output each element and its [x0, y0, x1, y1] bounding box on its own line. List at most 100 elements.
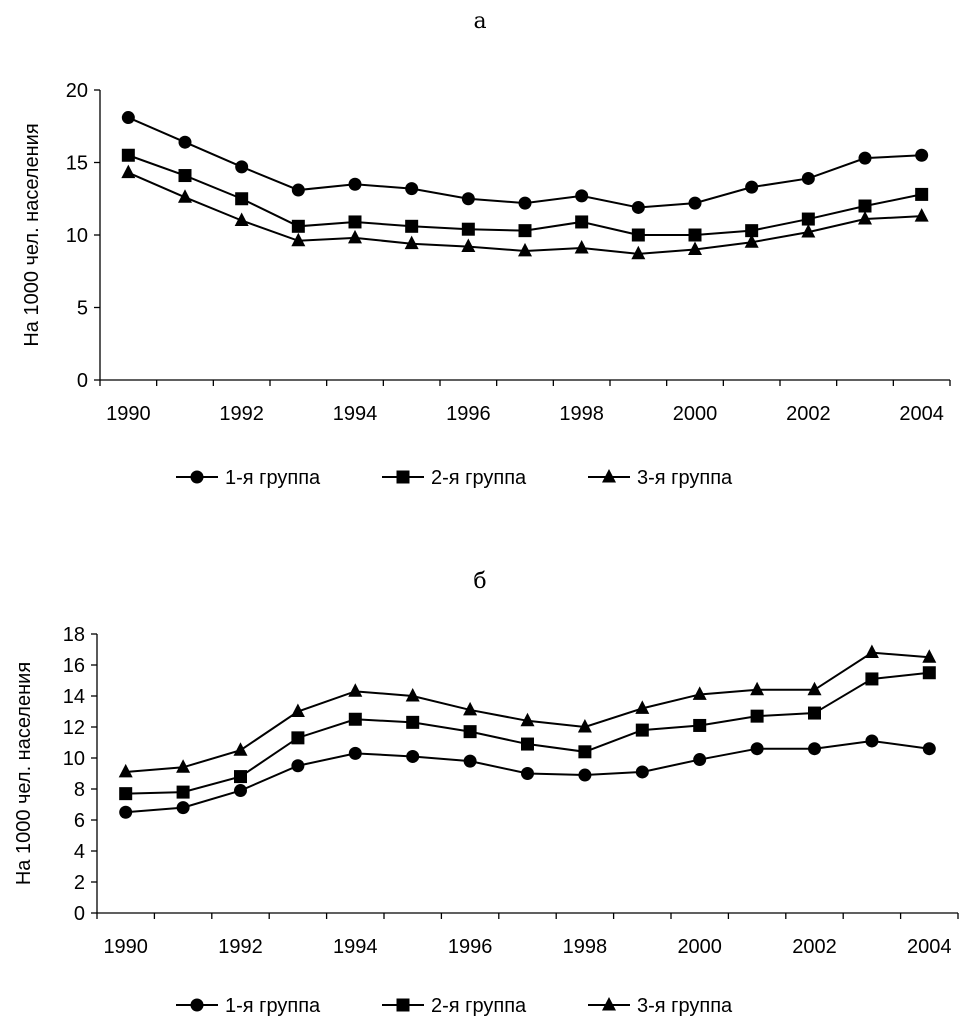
data-point-circle: [463, 754, 477, 768]
data-point-triangle: [922, 649, 937, 663]
data-point-square: [858, 199, 872, 213]
x-tick-label: 1992: [218, 936, 263, 958]
data-point-triangle: [290, 703, 305, 717]
data-point-circle: [688, 196, 702, 210]
data-point-triangle: [405, 687, 420, 702]
x-tick-label: 1998: [563, 936, 608, 958]
data-point-square: [234, 770, 247, 784]
legend-marker-triangle: [602, 996, 616, 1011]
data-point-triangle: [688, 241, 702, 255]
data-point-square: [578, 745, 592, 759]
data-point-triangle: [461, 238, 476, 253]
data-point-square: [291, 219, 305, 233]
y-tick-label: 4: [74, 841, 85, 863]
data-point-triangle: [233, 742, 248, 756]
data-point-square: [406, 715, 420, 729]
y-tick-label: 12: [63, 717, 85, 739]
data-point-triangle: [914, 208, 929, 222]
data-point-circle: [635, 765, 649, 779]
y-tick-label: 0: [74, 903, 85, 925]
legend-label: 3-я группа: [637, 467, 733, 489]
data-point-circle: [693, 753, 707, 767]
data-point-square: [348, 712, 362, 726]
data-point-circle: [348, 746, 362, 760]
data-point-circle: [291, 183, 305, 197]
data-point-circle: [461, 192, 475, 206]
data-point-triangle: [635, 700, 650, 714]
legend-marker-triangle: [602, 468, 616, 483]
legend-marker-circle: [190, 998, 204, 1012]
x-tick-label: 1994: [333, 403, 378, 425]
x-tick-label: 1992: [219, 403, 264, 425]
data-point-triangle: [176, 759, 191, 773]
x-tick-label: 1990: [106, 403, 151, 425]
data-point-square: [521, 737, 534, 751]
data-point-circle: [176, 801, 190, 815]
chart-panel-b: б 0 2 4 6 8 10 12 14 16 18 1990 1992 1994 1996 1998 2000…: [13, 569, 959, 1017]
data-point-circle: [521, 767, 534, 780]
data-point-square: [575, 215, 589, 229]
x-tick-label: 2004: [899, 403, 944, 425]
data-point-triangle: [118, 763, 133, 778]
data-point-circle: [808, 742, 821, 756]
legend: 1-я группа 2-я группа 3-я группа: [176, 995, 733, 1017]
data-point-triangle: [692, 686, 707, 700]
chart-panel-a: а 0 5 10 15 20 1990 1992 1994 1996 1998 2000 2002 200…: [21, 9, 951, 489]
x-tick-label: 1996: [448, 936, 493, 958]
data-point-triangle: [518, 242, 532, 257]
legend: 1-я группа 2-я группа 3-я группа: [176, 467, 733, 489]
y-tick-label: 20: [66, 80, 88, 102]
series-triangle: [121, 164, 929, 260]
data-point-square: [291, 731, 305, 745]
y-axis-title: На 1000 чел. населения: [13, 662, 35, 885]
data-point-circle: [745, 180, 759, 194]
series-circle: [121, 111, 929, 214]
data-point-circle: [865, 734, 879, 748]
x-tick-label: 2000: [677, 936, 722, 958]
legend-marker-square: [396, 470, 410, 484]
data-point-square: [463, 725, 477, 739]
data-point-circle: [578, 768, 592, 782]
data-point-circle: [235, 160, 249, 174]
data-point-triangle: [404, 235, 419, 250]
data-point-circle: [575, 189, 589, 203]
data-point-square: [808, 706, 821, 720]
y-tick-label: 5: [77, 298, 88, 320]
legend-label: 1-я группа: [225, 995, 321, 1017]
data-point-square: [693, 718, 707, 732]
y-tick-label: 10: [63, 748, 85, 770]
data-point-circle: [121, 111, 135, 125]
data-point-circle: [406, 749, 420, 763]
y-tick-label: 8: [74, 779, 85, 801]
legend-marker-square: [396, 998, 410, 1012]
data-point-triangle: [463, 701, 478, 716]
panel-label: а: [473, 9, 486, 34]
series-square: [121, 148, 929, 242]
data-point-square: [235, 192, 249, 206]
legend-marker-circle: [190, 470, 204, 484]
y-tick-label: 6: [74, 810, 85, 832]
data-point-square: [119, 787, 133, 801]
x-tick-label: 1996: [446, 403, 491, 425]
y-tick-label: 2: [74, 872, 85, 894]
data-point-triangle: [178, 189, 192, 203]
x-tick-label: 1994: [333, 936, 378, 958]
data-point-circle: [631, 200, 645, 214]
y-tick-label: 14: [63, 686, 85, 708]
data-point-triangle: [348, 229, 362, 244]
series-square: [119, 666, 936, 801]
data-point-triangle: [858, 210, 872, 225]
data-point-square: [635, 723, 649, 737]
data-point-square: [745, 224, 759, 238]
data-point-circle: [801, 171, 815, 185]
data-point-triangle: [121, 164, 136, 179]
data-point-triangle: [807, 681, 822, 696]
data-point-circle: [518, 196, 532, 210]
data-point-triangle: [574, 239, 589, 254]
data-point-triangle: [631, 245, 646, 260]
data-point-triangle: [234, 212, 249, 226]
data-point-square: [348, 215, 362, 229]
data-point-square: [750, 709, 764, 723]
y-tick-label: 0: [77, 370, 88, 392]
data-point-square: [915, 187, 929, 201]
